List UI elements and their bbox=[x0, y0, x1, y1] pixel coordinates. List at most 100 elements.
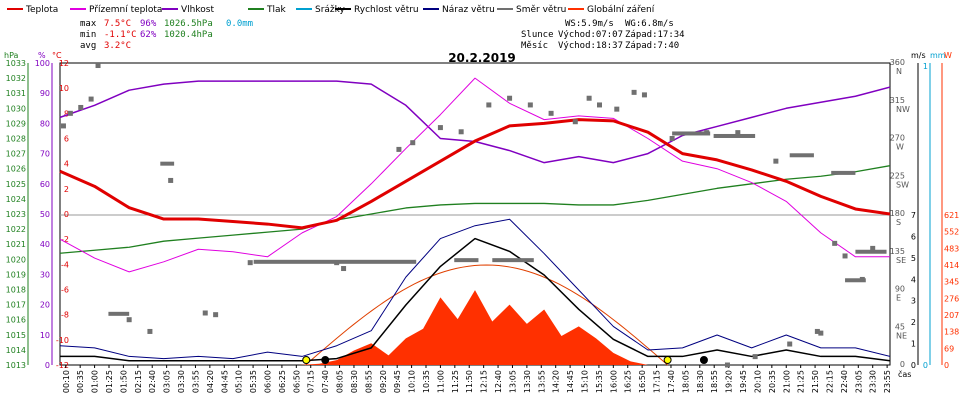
series-temperature bbox=[59, 118, 891, 230]
max-hum: 96% bbox=[140, 19, 157, 29]
tick-ms: 1 bbox=[911, 340, 916, 349]
sun-set: Západ:17:34 bbox=[625, 30, 685, 40]
tick-x-label: 08:05 bbox=[336, 370, 345, 393]
wind-dir-point bbox=[724, 362, 730, 368]
tick-temp: 10 bbox=[59, 84, 69, 93]
series-pressure bbox=[59, 165, 891, 254]
wind-dir-bar bbox=[108, 311, 130, 316]
wind-dir-point bbox=[396, 146, 402, 152]
tick-x-label: 22:40 bbox=[840, 370, 849, 393]
tick-x-label: 09:20 bbox=[379, 370, 388, 393]
tick-x-label: 03:30 bbox=[177, 370, 186, 393]
tick-x-label: 05:10 bbox=[235, 370, 244, 393]
wind-dir-point bbox=[341, 266, 347, 272]
tick-pct: 80 bbox=[40, 119, 50, 128]
tick-temp: 2 bbox=[64, 185, 69, 194]
wind-dir-bar bbox=[831, 170, 856, 175]
tick-hpa: 1022 bbox=[6, 225, 26, 234]
tick-x-label: 06:25 bbox=[278, 370, 287, 393]
wind-dir-point bbox=[641, 92, 647, 98]
tick-x-label: 16:00 bbox=[609, 370, 618, 393]
max-rain: 0.0mm bbox=[226, 19, 253, 29]
axis-unit-time: čas bbox=[898, 369, 911, 379]
wind-dir-point bbox=[787, 341, 793, 347]
legend-label: Teplota bbox=[25, 5, 58, 15]
tick-x-label: 02:40 bbox=[148, 370, 157, 393]
tick-x-label: 15:35 bbox=[595, 370, 604, 393]
tick-x-label: 20:35 bbox=[768, 370, 777, 393]
avg-temp: 3.2°C bbox=[104, 41, 131, 51]
tick-temp: 0 bbox=[64, 210, 69, 219]
tick-pct: 10 bbox=[40, 331, 50, 340]
axes: hPa% °C1013101410151016101710181019102010… bbox=[4, 51, 959, 393]
axis-unit-mm: mm bbox=[930, 51, 946, 60]
tick-wm2: 138 bbox=[944, 328, 959, 337]
wind-dir-bar bbox=[845, 278, 866, 283]
tick-x-label: 14:45 bbox=[566, 370, 575, 393]
wind-dir-point bbox=[126, 317, 132, 323]
tick-x-label: 12:15 bbox=[480, 370, 489, 393]
wind-dir-point bbox=[814, 328, 820, 334]
tick-x-label: 23:55 bbox=[883, 370, 892, 393]
wind-dir-bar bbox=[672, 131, 711, 136]
tick-temp: 4 bbox=[64, 160, 69, 169]
tick-pct: 40 bbox=[40, 240, 50, 249]
tick-x-label: 10:10 bbox=[408, 370, 417, 393]
legend-label: Vlhkost bbox=[181, 5, 214, 15]
wind-dir-point bbox=[437, 125, 443, 131]
tick-hpa: 1014 bbox=[6, 346, 26, 355]
tick-x-label: 02:15 bbox=[134, 370, 143, 393]
tick-wm2: 414 bbox=[944, 261, 959, 270]
tick-hpa: 1027 bbox=[6, 150, 26, 159]
max-press: 1026.5hPa bbox=[164, 19, 213, 29]
tick-hpa: 1019 bbox=[6, 270, 26, 279]
tick-x-label: 03:05 bbox=[163, 370, 172, 393]
tick-x-label: 01:50 bbox=[119, 370, 128, 393]
tick-dir: 135 bbox=[890, 247, 905, 256]
tick-x-label: 23:30 bbox=[869, 370, 878, 393]
tick-x-label: 04:45 bbox=[220, 370, 229, 393]
tick-hpa: 1015 bbox=[6, 331, 26, 340]
tick-dir-label: SW bbox=[896, 180, 909, 189]
tick-dir-label: E bbox=[896, 294, 901, 303]
wind-dir-point bbox=[147, 328, 153, 334]
tick-pct: 20 bbox=[40, 301, 50, 310]
tick-hpa: 1028 bbox=[6, 135, 26, 144]
tick-temp: -12 bbox=[56, 361, 69, 370]
tick-x-label: 14:20 bbox=[552, 370, 561, 393]
tick-wm2: 345 bbox=[944, 278, 959, 287]
chart-marks bbox=[59, 63, 891, 368]
tick-x-label: 13:55 bbox=[537, 370, 546, 393]
tick-dir-label: SE bbox=[896, 256, 906, 265]
tick-x-label: 20:10 bbox=[753, 370, 762, 393]
tick-temp: -6 bbox=[61, 286, 69, 295]
tick-x-label: 13:30 bbox=[523, 370, 532, 393]
wind-dir-point bbox=[818, 330, 824, 336]
axis-unit-ms: m/s bbox=[911, 51, 926, 60]
tick-x-label: 00:35 bbox=[76, 370, 85, 393]
tick-hpa: 1032 bbox=[6, 74, 26, 83]
min-press: 1020.4hPa bbox=[164, 30, 213, 40]
tick-dir: 315 bbox=[890, 96, 905, 105]
tick-x-label: 06:00 bbox=[264, 370, 273, 393]
tick-x-label: 15:10 bbox=[581, 370, 590, 393]
wind-dir-point bbox=[486, 102, 492, 108]
wind-dir-point bbox=[88, 96, 94, 102]
tick-hpa: 1016 bbox=[6, 316, 26, 325]
tick-x-label: 13:05 bbox=[508, 370, 517, 393]
wind-dir-point bbox=[410, 140, 416, 146]
moon-label: Měsíc bbox=[521, 41, 548, 51]
tick-hpa: 1020 bbox=[6, 255, 26, 264]
tick-x-label: 16:50 bbox=[638, 370, 647, 393]
tick-dir-label: NE bbox=[896, 331, 907, 340]
info-wg: WG:6.8m/s bbox=[625, 19, 674, 29]
radiation-area bbox=[298, 290, 648, 365]
tick-pct: 100 bbox=[35, 59, 50, 68]
chart-title: 20.2.2019 bbox=[448, 51, 516, 65]
wind-dir-point bbox=[507, 95, 513, 101]
axis-unit-hpa: hPa bbox=[4, 51, 19, 60]
tick-dir: 360 bbox=[890, 58, 905, 67]
tick-x-label: 18:30 bbox=[696, 370, 705, 393]
wind-dir-point bbox=[773, 158, 779, 164]
min-temp: -1.1°C bbox=[104, 30, 137, 40]
